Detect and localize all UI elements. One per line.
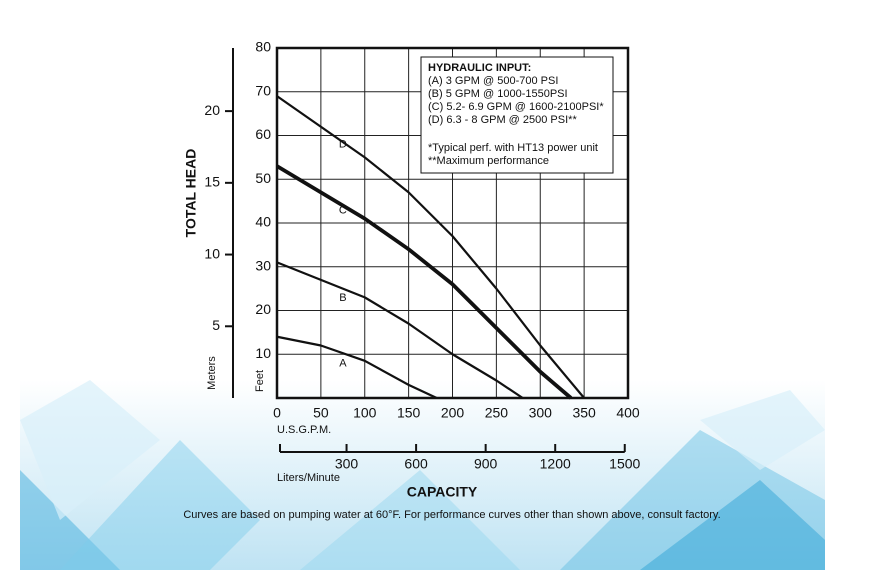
x-tick-label: 150 [397,405,421,421]
y-tick-label: 80 [255,39,271,55]
legend-title: HYDRAULIC INPUT: [428,62,531,74]
x2-tick-label: 1500 [609,456,640,472]
x-tick-label: 250 [485,405,509,421]
y-axis-title: TOTAL HEAD [183,149,199,238]
y-tick-label: 60 [255,126,271,142]
x-tick-label: 350 [572,405,596,421]
y2-tick-label: 5 [212,317,220,333]
curve-label: B [339,292,346,304]
curve [276,164,573,400]
legend-footnote: *Typical perf. with HT13 power unit [428,142,598,154]
plot-frame [275,46,630,400]
legend-line: (D) 6.3 - 8 GPM @ 2500 PSI** [428,114,577,126]
legend-line: (C) 5.2- 6.9 GPM @ 1600-2100PSI* [428,101,604,113]
y-tick-label: 70 [255,82,271,98]
x-tick-label: 50 [313,405,329,421]
y-tick-label: 50 [255,170,271,186]
y-tick-label: 40 [255,214,271,230]
legend-footnote: **Maximum performance [428,155,549,167]
x2-tick-label: 300 [335,456,359,472]
curve [276,335,438,399]
y-tick-label: 20 [255,301,271,317]
y2-tick-label: 15 [204,174,220,190]
curves [276,95,585,400]
x-axis-title: CAPACITY [407,484,478,500]
x-tick-label: 0 [273,405,281,421]
x-tick-label: 400 [616,405,640,421]
y-tick-label: 10 [255,345,271,361]
curve-label: C [339,204,347,216]
x-tick-label: 200 [441,405,465,421]
y2-tick-label: 10 [204,245,220,261]
curve-label: A [339,357,347,369]
curve-label: D [339,139,347,151]
x2-tick-label: 600 [404,456,428,472]
x-tick-label: 300 [529,405,553,421]
legend-line: (A) 3 GPM @ 500-700 PSI [428,75,558,87]
x2-unit-label: Liters/Minute [277,472,340,484]
x2-tick-label: 900 [474,456,498,472]
curve [276,261,524,399]
y2-unit-label: Meters [206,356,218,390]
footnote: Curves are based on pumping water at 60°… [183,509,720,521]
y-unit-label: Feet [254,370,266,392]
x-tick-label: 100 [353,405,377,421]
background-pattern [20,380,825,570]
x-unit-label: U.S.G.P.M. [277,424,331,436]
curve [276,95,585,399]
y-tick-label: 30 [255,257,271,273]
legend-line: (B) 5 GPM @ 1000-1550PSI [428,88,568,100]
x2-tick-label: 1200 [540,456,571,472]
y2-tick-label: 20 [204,102,220,118]
legend-box [420,56,614,174]
